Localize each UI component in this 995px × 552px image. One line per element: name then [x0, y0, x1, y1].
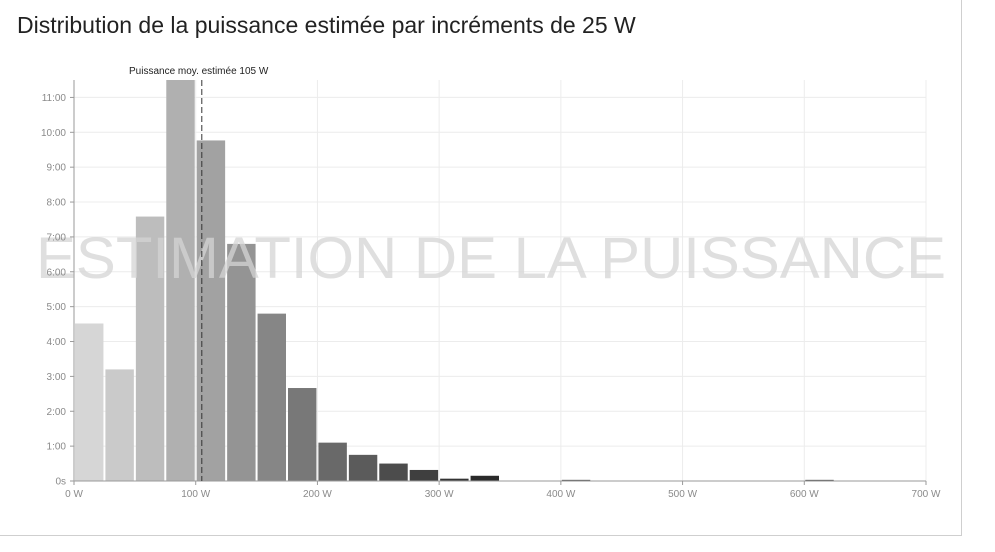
x-tick-label: 700 W — [912, 489, 941, 500]
x-tick-label: 100 W — [181, 489, 210, 500]
y-tick-label: 0s — [55, 477, 66, 488]
y-tick-label: 4:00 — [47, 337, 67, 348]
chart-panel: Distribution de la puissance estimée par… — [0, 0, 962, 536]
bar — [166, 80, 195, 481]
y-tick-label: 7:00 — [47, 232, 67, 243]
x-tick-label: 600 W — [790, 489, 819, 500]
bar — [379, 463, 408, 481]
x-tick-label: 400 W — [546, 489, 575, 500]
bar — [470, 475, 499, 481]
power-distribution-chart: ESTIMATION DE LA PUISSANCE 0s 1:00 2:00 3:00… — [36, 66, 946, 500]
bar — [75, 323, 104, 481]
bar — [409, 469, 439, 481]
bar — [227, 243, 256, 481]
bar — [440, 478, 469, 481]
y-tick-label: 1:00 — [47, 442, 67, 453]
bar — [348, 454, 378, 481]
y-tick-label: 5:00 — [47, 302, 67, 313]
bar — [318, 442, 347, 481]
y-tick-label: 2:00 — [47, 407, 67, 418]
y-tick-label: 3:00 — [47, 372, 67, 383]
x-tick-label: 0 W — [65, 489, 83, 500]
y-tick-label: 8:00 — [47, 198, 67, 209]
chart-title: Distribution de la puissance estimée par… — [17, 12, 636, 38]
y-tick-label: 10:00 — [41, 128, 66, 139]
bar — [561, 479, 591, 481]
bar — [257, 313, 286, 481]
y-tick-label: 6:00 — [47, 267, 67, 278]
bar — [135, 216, 165, 482]
x-tick-label: 500 W — [668, 489, 697, 500]
average-power-label: Puissance moy. estimée 105 W — [129, 66, 269, 77]
bar — [196, 140, 226, 481]
bar — [105, 369, 134, 481]
x-tick-label: 200 W — [303, 489, 332, 500]
x-tick-label: 300 W — [425, 489, 454, 500]
y-tick-label: 9:00 — [47, 163, 67, 174]
y-tick-label: 11:00 — [42, 93, 67, 104]
bar — [805, 479, 834, 481]
bar — [288, 388, 317, 481]
watermark-text: ESTIMATION DE LA PUISSANCE — [36, 226, 946, 291]
